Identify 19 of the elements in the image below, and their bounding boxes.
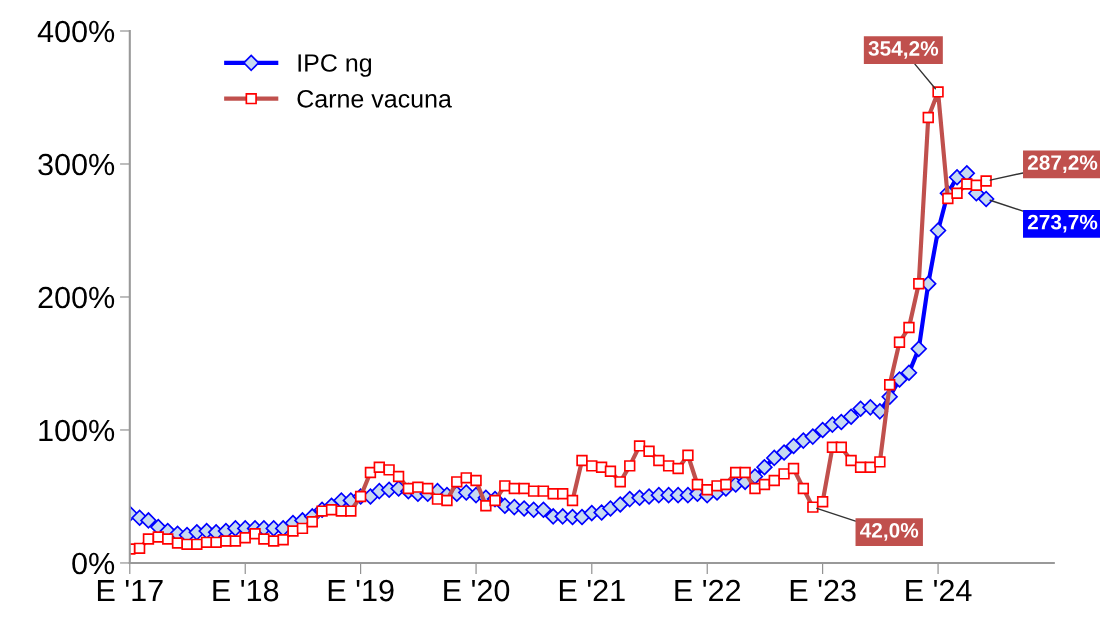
x-tick-label: E '22 xyxy=(675,579,741,602)
x-tick-label: E '23 xyxy=(790,579,856,602)
legend-label: Carne vacuna xyxy=(297,89,452,108)
y-tick-label: 100% xyxy=(39,419,115,442)
x-tick-label: E '21 xyxy=(559,579,625,602)
annotation: 354,2% xyxy=(868,41,939,59)
annotation: 42,0% xyxy=(860,522,919,541)
annotation: 273,7% xyxy=(1027,214,1098,233)
annotation: 287,2% xyxy=(1027,155,1098,173)
y-tick-label: 0% xyxy=(72,552,115,575)
x-tick-label: E '19 xyxy=(328,579,394,602)
x-tick-label: E '18 xyxy=(213,579,279,602)
y-tick-label: 200% xyxy=(38,286,115,309)
x-tick-label: E '24 xyxy=(906,579,972,602)
y-tick-label: 300% xyxy=(38,153,115,176)
y-tick-label: 400% xyxy=(37,20,115,43)
x-tick-label: E '20 xyxy=(444,579,510,602)
x-tick-label: E '17 xyxy=(97,580,163,602)
legend-label: IPC ng xyxy=(298,54,372,77)
